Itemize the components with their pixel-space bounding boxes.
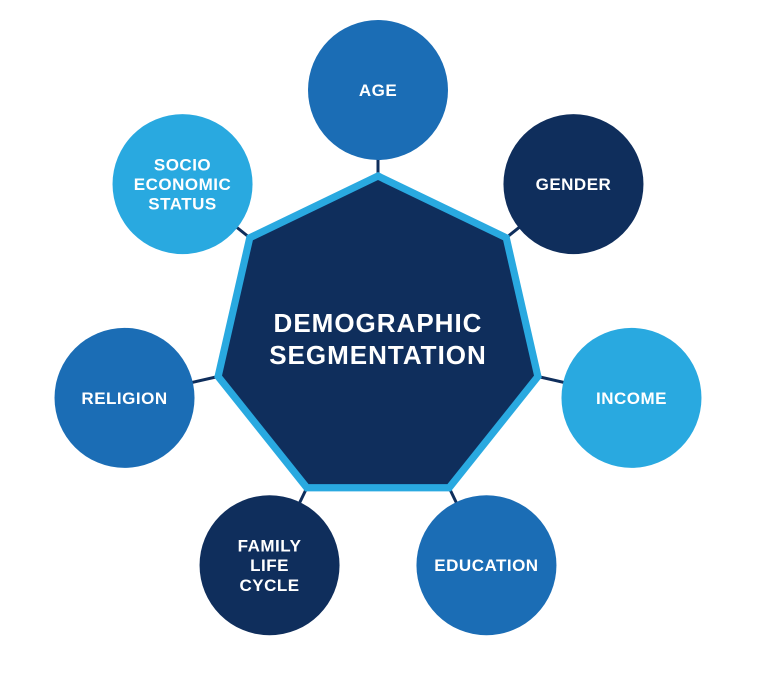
node-label-family-line0: FAMILY <box>238 537 302 556</box>
node-family: FAMILYLIFECYCLE <box>200 495 340 635</box>
demographic-segmentation-diagram: DEMOGRAPHIC SEGMENTATION AGE GENDER INCOME… <box>0 0 757 680</box>
center-title-line2: SEGMENTATION <box>269 340 487 370</box>
node-gender: GENDER <box>503 114 643 254</box>
center-title-line1: DEMOGRAPHIC <box>274 308 483 338</box>
node-label-socio-line0: SOCIO <box>154 156 211 175</box>
node-education: EDUCATION <box>416 495 556 635</box>
node-label-religion-line0: RELIGION <box>81 389 167 408</box>
node-label-family-line2: CYCLE <box>239 576 299 595</box>
node-income: INCOME <box>561 328 701 468</box>
node-age: AGE <box>308 20 448 160</box>
node-religion: RELIGION <box>55 328 195 468</box>
node-label-socio-line2: STATUS <box>148 195 216 214</box>
node-label-education-line0: EDUCATION <box>434 556 538 575</box>
node-label-family-line1: LIFE <box>250 556 289 575</box>
node-socio: SOCIOECONOMICSTATUS <box>113 114 253 254</box>
node-label-income-line0: INCOME <box>596 389 667 408</box>
node-label-age-line0: AGE <box>359 81 397 100</box>
center-heptagon: DEMOGRAPHIC SEGMENTATION <box>214 172 542 491</box>
node-label-socio-line1: ECONOMIC <box>134 175 232 194</box>
node-label-gender-line0: GENDER <box>536 175 612 194</box>
